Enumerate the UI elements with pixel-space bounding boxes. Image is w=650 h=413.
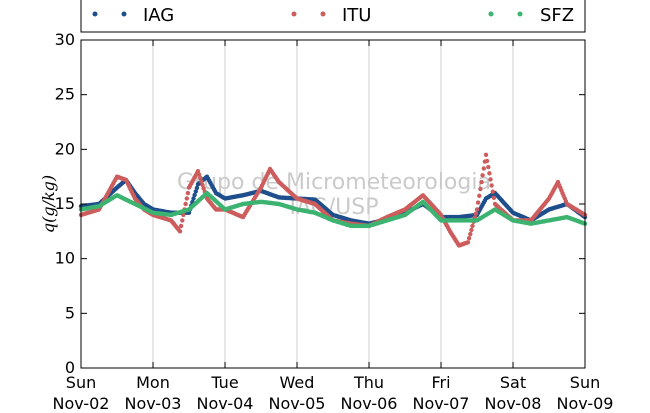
x-tick-label-date-6: Nov-08 (485, 394, 542, 409)
series-sfz (78, 190, 588, 229)
legend-entry-itu: ITU (291, 5, 371, 26)
legend-marker-sfz-2 (517, 11, 523, 17)
x-axis: Sun Nov-02 Mon Nov-03 Tue Nov-04 Wed Nov-05 Thu N… (53, 40, 614, 413)
point-itu (478, 186, 483, 192)
point-itu (486, 164, 491, 170)
x-tick-label-date-1: Nov-03 (125, 394, 182, 409)
legend-entry-sfz: SFZ (488, 5, 574, 26)
point-itu (488, 177, 493, 182)
legend-marker-sfz-1 (488, 11, 494, 17)
point-itu (480, 173, 485, 178)
point-iag (192, 192, 197, 198)
y-tick-label-1: 5 (65, 303, 75, 322)
point-itu (473, 211, 479, 216)
y-tick-label-6: 30 (55, 30, 75, 49)
point-itu (477, 193, 482, 198)
legend-label-sfz: SFZ (540, 5, 574, 26)
point-itu (470, 223, 475, 229)
point-itu (199, 179, 204, 184)
point-itu (468, 231, 473, 237)
point-itu (465, 240, 471, 245)
point-itu (195, 169, 201, 174)
y-axis: 0 5 10 15 20 25 30 (55, 30, 585, 377)
point-itu (180, 218, 185, 223)
point-itu (489, 183, 494, 188)
point-itu (474, 207, 480, 212)
y-tick-label-4: 20 (55, 139, 75, 158)
point-itu (479, 179, 484, 185)
point-itu (198, 175, 203, 181)
vertical-gridlines (152, 40, 514, 368)
x-tick-label-date-2: Nov-04 (197, 394, 254, 409)
legend-entry-iag: IAG (92, 5, 174, 26)
x-tick-label-day-0: Sun (66, 373, 96, 392)
y-axis-label: q(g/kg) (39, 175, 58, 233)
legend-label-itu: ITU (342, 5, 371, 26)
point-itu (201, 186, 206, 191)
point-itu (475, 200, 481, 205)
x-tick-label-day-4: Thu (353, 373, 384, 392)
point-itu (490, 189, 495, 194)
point-iag (193, 189, 198, 194)
legend-frame (80, 0, 586, 33)
point-itu (177, 229, 183, 234)
point-itu (487, 171, 492, 176)
legend: IAG ITU SFZ (80, 0, 586, 33)
legend-marker-itu-1 (291, 11, 297, 17)
y-tick-label-3: 15 (55, 194, 75, 213)
point-itu (491, 195, 497, 200)
x-tick-label-date-0: Nov-02 (53, 394, 110, 409)
x-tick-label-date-4: Nov-06 (341, 394, 398, 409)
legend-label-iag: IAG (143, 5, 174, 26)
legend-marker-iag-2 (121, 11, 127, 17)
x-tick-label-day-7: Sun (570, 373, 600, 392)
point-itu (185, 190, 191, 196)
point-iag (194, 185, 200, 191)
x-tick-label-date-7: Nov-09 (557, 394, 614, 409)
point-itu (178, 223, 184, 229)
x-tick-label-day-5: Fri (431, 373, 450, 392)
point-itu (184, 196, 189, 201)
watermark: Grupo de Micrometeorologia IAG/USP (177, 170, 491, 220)
y-tick-label-0: 0 (65, 358, 75, 377)
point-itu (466, 236, 472, 241)
x-tick-label-day-1: Mon (136, 373, 170, 392)
x-tick-label-date-3: Nov-05 (269, 394, 326, 409)
point-iag (191, 196, 196, 201)
data-series (78, 152, 588, 248)
y-tick-label-2: 10 (55, 249, 75, 268)
x-tick-label-date-5: Nov-07 (413, 394, 470, 409)
x-tick-label-day-3: Wed (280, 373, 315, 392)
legend-marker-iag-1 (92, 11, 98, 17)
point-itu (481, 166, 486, 171)
y-tick-label-5: 25 (55, 85, 75, 104)
x-tick-label-day-6: Sat (500, 373, 526, 392)
point-itu (469, 227, 474, 233)
point-itu (483, 152, 489, 157)
x-tick-label-day-2: Tue (210, 373, 238, 392)
watermark-line-1: Grupo de Micrometeorologia (177, 170, 491, 195)
point-itu (200, 182, 205, 188)
point-itu (484, 158, 490, 164)
legend-marker-itu-2 (320, 11, 326, 17)
point-itu (183, 201, 188, 207)
point-itu (196, 172, 202, 177)
